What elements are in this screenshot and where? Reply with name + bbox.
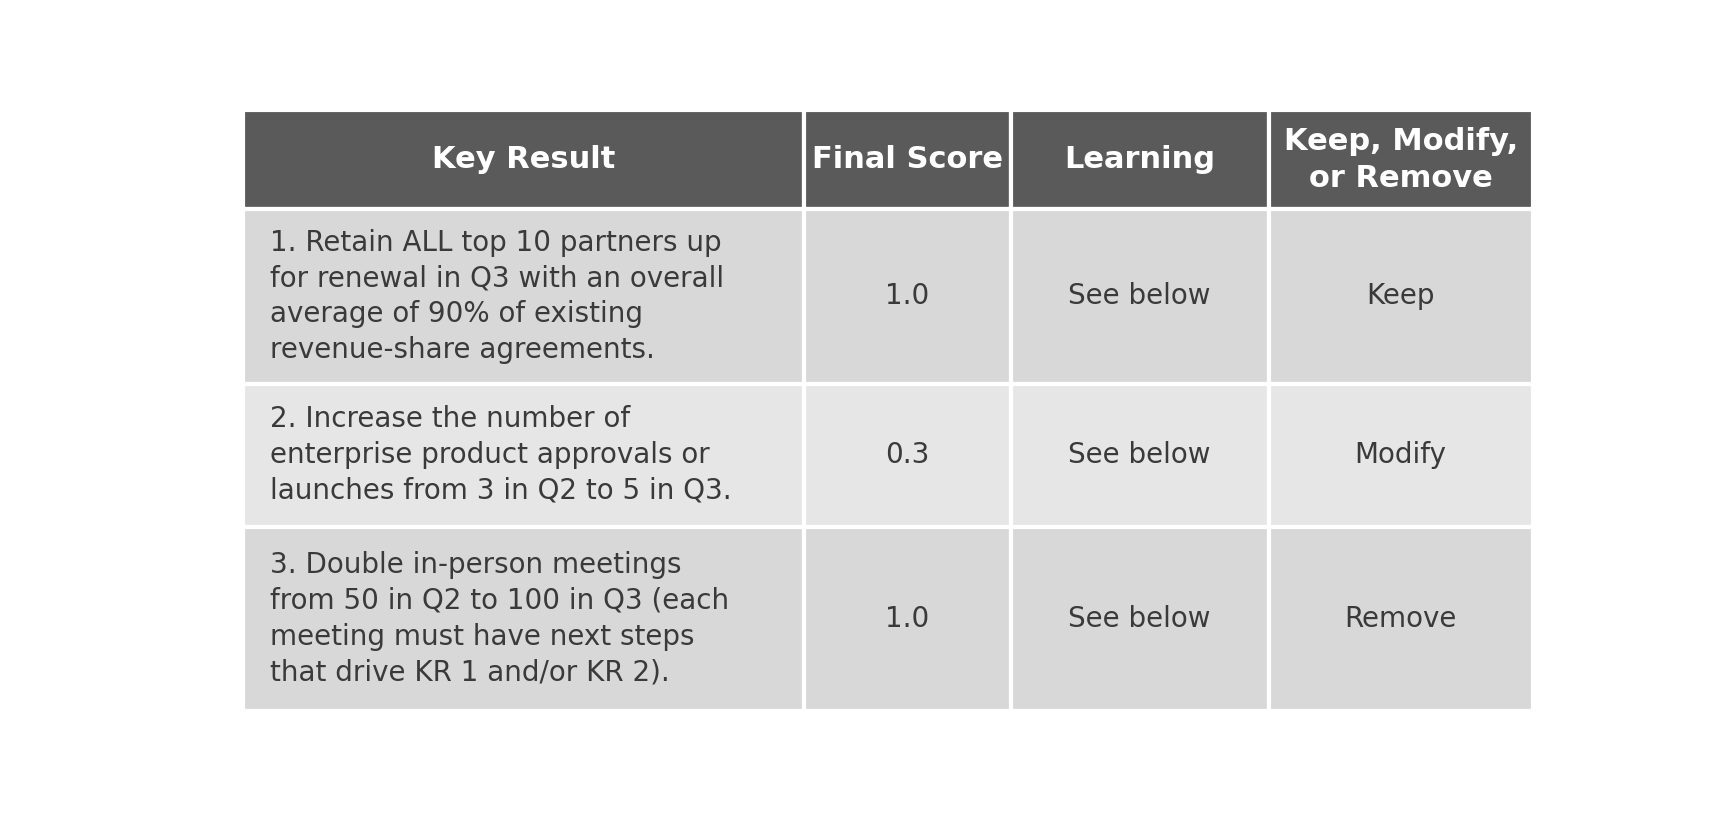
Text: Keep, Modify,
or Remove: Keep, Modify, or Remove (1283, 127, 1517, 193)
Bar (1010, 110, 1268, 209)
Bar (1268, 384, 1533, 527)
Text: Learning: Learning (1063, 146, 1214, 174)
Bar (804, 110, 1010, 209)
Bar (804, 209, 1010, 384)
Bar (1268, 527, 1533, 711)
Bar (1010, 527, 1268, 711)
Bar (1268, 209, 1533, 384)
Text: See below: See below (1067, 605, 1211, 633)
Bar (242, 209, 804, 384)
Bar (242, 110, 804, 209)
Bar (1268, 110, 1533, 209)
Text: 2. Increase the number of
enterprise product approvals or
launches from 3 in Q2 : 2. Increase the number of enterprise pro… (270, 406, 731, 505)
Text: 1. Retain ALL top 10 partners up
for renewal in Q3 with an overall
average of 90: 1. Retain ALL top 10 partners up for ren… (270, 228, 724, 364)
Bar (804, 384, 1010, 527)
Text: See below: See below (1067, 441, 1211, 469)
Bar (1010, 384, 1268, 527)
Text: Key Result: Key Result (431, 146, 615, 174)
Text: Remove: Remove (1344, 605, 1457, 633)
Text: Modify: Modify (1354, 441, 1446, 469)
Bar (242, 384, 804, 527)
Text: 1.0: 1.0 (885, 282, 928, 311)
Text: See below: See below (1067, 282, 1211, 311)
Text: Final Score: Final Score (812, 146, 1003, 174)
Bar (804, 527, 1010, 711)
Text: 0.3: 0.3 (885, 441, 928, 469)
Bar (1010, 209, 1268, 384)
Text: Keep: Keep (1365, 282, 1434, 311)
Bar (242, 527, 804, 711)
Text: 1.0: 1.0 (885, 605, 928, 633)
Text: 3. Double in-person meetings
from 50 in Q2 to 100 in Q3 (each
meeting must have : 3. Double in-person meetings from 50 in … (270, 551, 729, 686)
